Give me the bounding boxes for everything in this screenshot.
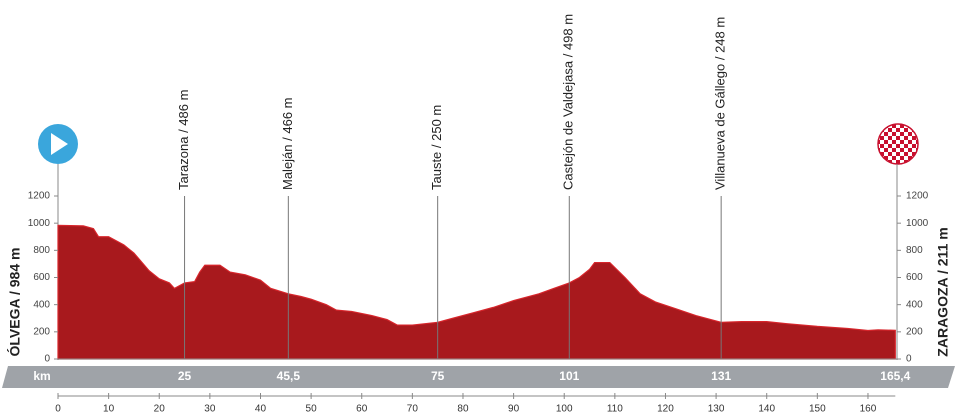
y-tick-label: 200 [33, 326, 50, 337]
finish-marker [877, 123, 919, 165]
start-label: ÓLVEGA / 984 m [6, 248, 23, 357]
x-tick-label: 140 [758, 404, 775, 415]
km-marker: 25 [178, 369, 192, 383]
waypoint-label: Tarazona / 486 m [176, 90, 191, 190]
y-tick-label-right: 800 [906, 245, 923, 256]
km-marker: 165,4 [880, 369, 910, 383]
y-tick-label: 800 [33, 245, 50, 256]
y-tick-label-right: 600 [906, 272, 923, 283]
x-tick-label: 100 [556, 404, 573, 415]
start-icon [51, 133, 68, 155]
x-tick-label: 50 [306, 404, 318, 415]
x-tick-label: 90 [508, 404, 520, 415]
waypoint-label: Maleján / 466 m [280, 98, 295, 191]
x-tick-label: 10 [103, 404, 115, 415]
km-marker: 75 [431, 369, 445, 383]
distance-band [2, 366, 955, 388]
x-tick-label: 70 [407, 404, 419, 415]
y-tick-label-right: 200 [906, 326, 923, 337]
x-tick-label: 130 [708, 404, 725, 415]
y-tick-label: 0 [44, 354, 50, 365]
y-tick-label: 1000 [28, 218, 51, 229]
y-tick-label-right: 1000 [906, 218, 929, 229]
waypoint-label: Villanueva de Gállego / 248 m [713, 17, 728, 190]
y-tick-label-right: 1200 [906, 191, 929, 202]
km-marker: 45,5 [277, 369, 301, 383]
profile-area [57, 224, 896, 360]
x-tick-label: 110 [607, 404, 623, 415]
x-tick-label: 40 [255, 404, 267, 415]
y-tick-label: 400 [33, 299, 50, 310]
x-tick-label: 20 [154, 404, 166, 415]
y-tick-label-right: 400 [906, 299, 923, 310]
x-tick-label: 150 [809, 404, 826, 415]
x-tick-label: 120 [657, 404, 674, 415]
y-tick-label: 600 [33, 272, 50, 283]
waypoint-label: Tauste / 250 m [429, 105, 444, 190]
finish-label: ZARAGOZA / 211 m [935, 227, 951, 356]
waypoint-label: Castejón de Valdejasa / 498 m [561, 14, 576, 190]
x-tick-label: 30 [204, 404, 216, 415]
km-marker: 101 [559, 369, 579, 383]
x-tick-label: 0 [55, 404, 61, 415]
km-marker: 131 [711, 369, 731, 383]
distance-unit: km [33, 369, 50, 383]
y-tick-label-right: 0 [906, 354, 912, 365]
x-tick-label: 160 [860, 404, 877, 415]
x-tick-label: 80 [457, 404, 469, 415]
y-tick-label: 1200 [28, 191, 51, 202]
x-tick-label: 60 [356, 404, 368, 415]
